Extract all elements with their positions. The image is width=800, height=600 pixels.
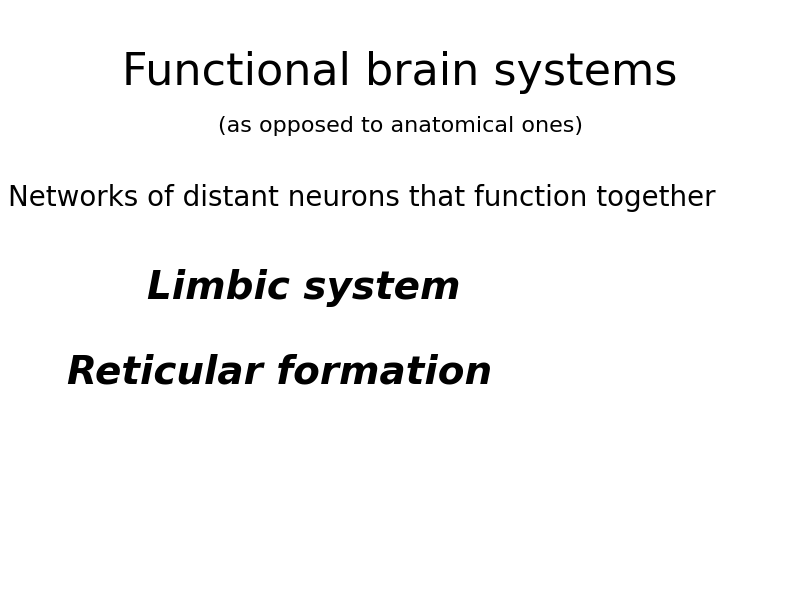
Text: Reticular formation: Reticular formation <box>67 353 493 391</box>
Text: (as opposed to anatomical ones): (as opposed to anatomical ones) <box>218 116 582 136</box>
Text: Functional brain systems: Functional brain systems <box>122 50 678 94</box>
Text: Limbic system: Limbic system <box>147 269 461 307</box>
Text: Networks of distant neurons that function together: Networks of distant neurons that functio… <box>8 184 716 212</box>
